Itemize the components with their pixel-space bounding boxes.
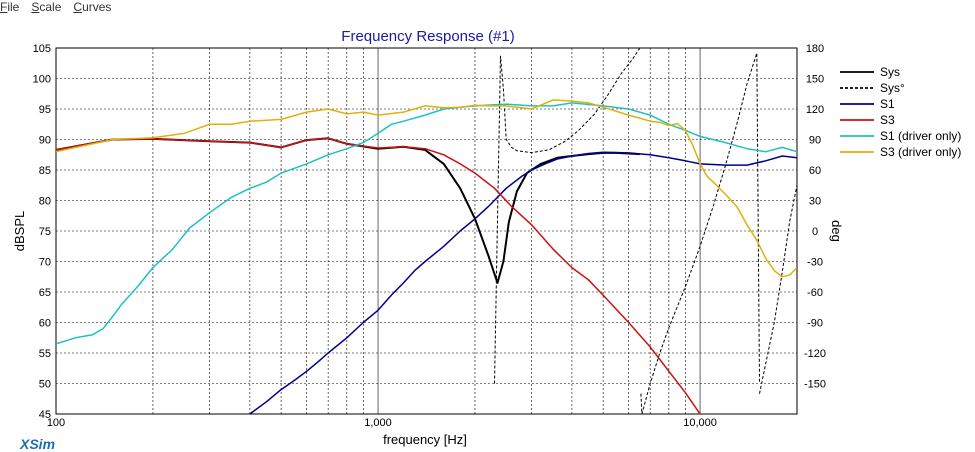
- y2-tick-label: -150: [804, 379, 826, 391]
- y-tick-label: 60: [39, 318, 51, 330]
- series-line-5: [56, 137, 701, 414]
- y2-tick-label: -90: [807, 318, 823, 330]
- series-line-7: [56, 99, 797, 278]
- series-line-4: [249, 151, 797, 414]
- y-axis-label: dBSPL: [12, 211, 27, 251]
- axes: 45 50 55 60 65 70 75 80 85 90 95 100 105 -150 -120 -90 -…: [33, 43, 826, 429]
- y-tick-label: 80: [39, 196, 51, 208]
- y2-tick-label: 120: [806, 104, 824, 116]
- plot-border: [55, 47, 798, 415]
- y2-tick-label: 30: [809, 196, 821, 208]
- y2-tick-label: 180: [806, 43, 824, 55]
- y2-tick-label: 0: [812, 226, 818, 238]
- xsim-logo: XSim: [20, 436, 56, 452]
- y-tick-label: 100: [33, 74, 51, 86]
- series-line-2: [640, 52, 760, 414]
- y-tick-label: 55: [39, 348, 51, 360]
- y-tick-label: 95: [39, 104, 51, 116]
- y-tick-label: 50: [39, 379, 51, 391]
- y2-tick-label: 60: [809, 165, 821, 177]
- legend-label: S1: [880, 97, 895, 111]
- x-tick-label: 1,000: [364, 417, 392, 429]
- legend-label: Sys°: [880, 81, 905, 95]
- menu-scale[interactable]: Scale: [31, 0, 62, 14]
- y-tick-label: 45: [39, 409, 51, 421]
- y2-tick-label: -120: [804, 348, 826, 360]
- y2-tick-label: 90: [809, 135, 821, 147]
- y2-tick-label: -60: [807, 287, 823, 299]
- series-line-6: [56, 102, 797, 345]
- x-tick-label: 10,000: [683, 417, 717, 429]
- y-tick-label: 65: [39, 287, 51, 299]
- y-tick-label: 85: [39, 165, 51, 177]
- legend: Sys Sys° S1 S3 S1 (driver only) S3 (driver on…: [840, 65, 961, 159]
- y-tick-label: 75: [39, 226, 51, 238]
- y-tick-label: 90: [39, 135, 51, 147]
- grid: [56, 48, 797, 414]
- x-tick-label: 100: [47, 417, 65, 429]
- menu-bar: File Scale Curves: [0, 0, 975, 14]
- series-line-3: [759, 185, 797, 394]
- y2-tick-label: -30: [807, 257, 823, 269]
- y2-axis-label: deg: [829, 220, 844, 242]
- chart-title: Frequency Response (#1): [341, 28, 514, 45]
- legend-label: Sys: [880, 65, 900, 79]
- legend-label: S3 (driver only): [880, 145, 961, 159]
- legend-label: S3: [880, 113, 895, 127]
- y-tick-label: 105: [33, 43, 51, 55]
- menu-curves[interactable]: Curves: [73, 0, 112, 14]
- y2-tick-label: 150: [806, 74, 824, 86]
- menu-file[interactable]: File: [0, 0, 20, 14]
- legend-label: S1 (driver only): [880, 129, 961, 143]
- series-lines: [56, 48, 797, 414]
- x-axis-label: frequency [Hz]: [383, 432, 467, 447]
- y-tick-label: 70: [39, 257, 51, 269]
